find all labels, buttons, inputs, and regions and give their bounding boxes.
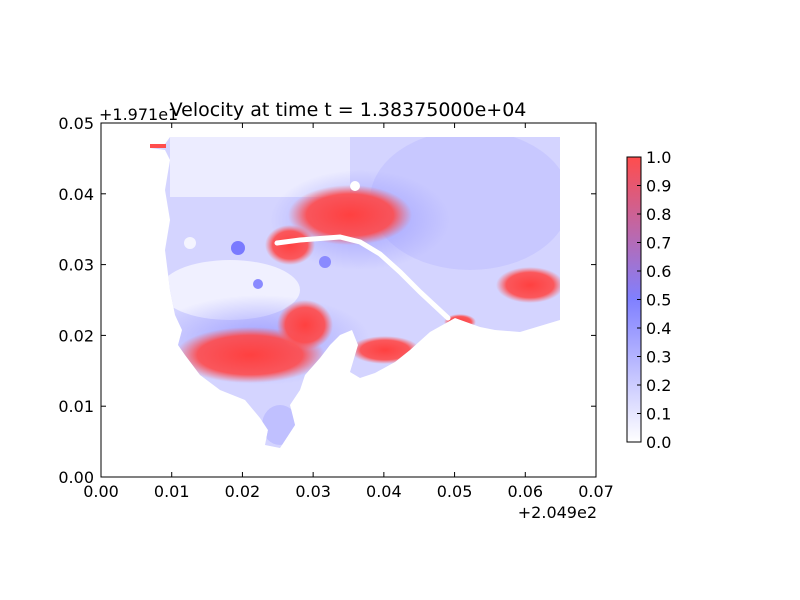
colorbar-tick-label: 0.5 [646,291,671,310]
colorbar-tick-label: 0.1 [646,405,671,424]
colorbar-tick-label: 0.4 [646,319,671,338]
x-tick-label: 0.05 [437,482,473,501]
x-tick-label: 0.06 [507,482,543,501]
y-tick-label: 0.02 [58,326,94,345]
x-tick-label: 0.07 [578,482,614,501]
plot-frame [100,122,597,478]
x-tick-label: 0.01 [154,482,190,501]
colorbar-tick-label: 0.6 [646,262,671,281]
colorbar-tick-label: 0.3 [646,348,671,367]
y-tick-label: 0.00 [58,468,94,487]
x-tick-label: 0.03 [295,482,331,501]
colorbar-tick-label: 0.2 [646,376,671,395]
y-tick-label: 0.05 [58,114,94,133]
x-tick-label: 0.00 [83,482,119,501]
colorbar-tick-label: 0.9 [646,177,671,196]
y-offset-label: +1.971e1 [99,105,178,124]
chart-title: Velocity at time t = 1.38375000e+04 [170,99,527,121]
y-tick-label: 0.03 [58,256,94,275]
y-tick-label: 0.04 [58,185,94,204]
y-tick-label: 0.01 [58,397,94,416]
colorbar-tick-label: 1.0 [646,148,671,167]
x-tick-label: 0.02 [225,482,261,501]
colorbar-tick-label: 0.0 [646,433,671,452]
colorbar-tick-label: 0.7 [646,234,671,253]
colorbar-tick-label: 0.8 [646,205,671,224]
x-offset-label: +2.049e2 [518,503,597,522]
x-tick-label: 0.04 [366,482,402,501]
heatmap-image [150,137,560,448]
